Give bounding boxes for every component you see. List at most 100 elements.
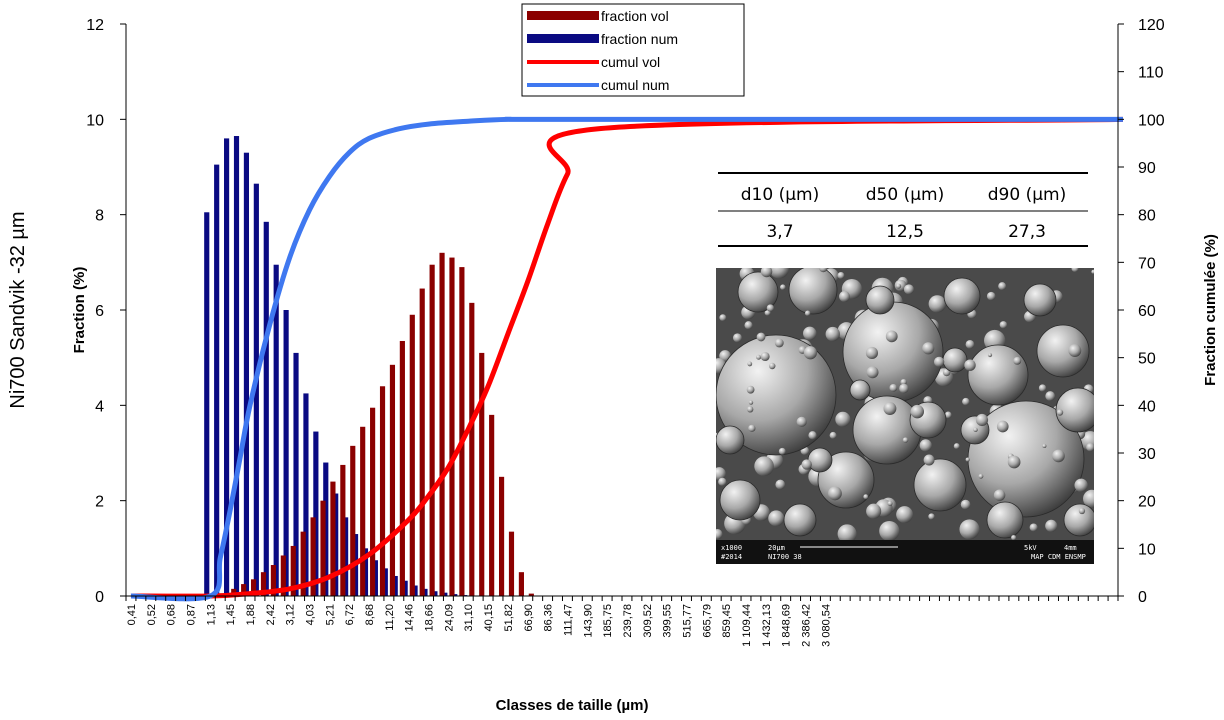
fraction-vol-bar [498, 476, 505, 596]
satellite-particle [719, 314, 727, 322]
satellite-particle [1052, 449, 1065, 463]
satellite-particle [718, 477, 727, 486]
large-particle [737, 271, 779, 313]
y-axis-title: Fraction (%) [71, 267, 88, 354]
satellite-particle [863, 494, 869, 500]
y2-tick-label: 110 [1138, 65, 1164, 82]
fraction-vol-bar [489, 414, 495, 596]
legend-label-fraction-vol: fraction vol [601, 8, 669, 24]
satellite-particle [964, 359, 976, 371]
large-particle [716, 425, 745, 455]
small-particle [928, 295, 946, 313]
satellite-particle [828, 486, 842, 501]
x-tick-label: 4,03 [305, 604, 317, 625]
fraction-vol-bar [340, 464, 346, 596]
fraction-num-bar [263, 221, 269, 597]
fraction-vol-bar [479, 352, 485, 596]
fraction-num-bar [442, 592, 448, 596]
y-tick-label: 4 [95, 398, 104, 415]
x-tick-label: 2 386,42 [801, 604, 813, 647]
satellite-particle [768, 362, 776, 370]
satellite-particle [1013, 356, 1022, 365]
cumul-vol-line [130, 116, 1124, 599]
satellite-particle [746, 406, 754, 413]
fraction-num-bar [333, 493, 339, 596]
satellite-particle [748, 424, 756, 432]
fraction-vol-bar [379, 386, 386, 596]
y-tick-label: 6 [95, 303, 104, 320]
y2-tick-label: 40 [1138, 398, 1156, 415]
sem-caption-lab: MAP CDM ENSMP [1031, 553, 1086, 561]
satellite-particle [866, 366, 879, 379]
x-tick-label: 86,36 [543, 604, 555, 632]
satellite-particle [1011, 535, 1017, 541]
fraction-vol-bar [389, 364, 396, 596]
satellite-particle [895, 283, 902, 289]
bars-layer [204, 136, 534, 597]
x-tick-label: 0,41 [126, 604, 138, 625]
legend-swatch-fraction-num [527, 34, 599, 43]
x-tick-label: 515,77 [681, 604, 693, 638]
x-tick-label: 51,82 [503, 604, 515, 632]
fraction-vol-bar [250, 579, 257, 596]
small-particle [1083, 489, 1094, 508]
fraction-vol-bar [300, 531, 306, 596]
y2-tick-label: 60 [1138, 303, 1156, 320]
x-tick-label: 1 432,13 [761, 604, 773, 647]
small-particle [837, 524, 857, 544]
lines-layer [130, 116, 1124, 602]
fraction-num-bar [323, 462, 329, 596]
small-particle [942, 368, 951, 377]
satellite-particle [766, 304, 775, 312]
fraction-vol-bar [459, 267, 465, 596]
fraction-num-bar [362, 548, 369, 596]
small-particle [754, 456, 774, 476]
table-value-d10: 3,7 [766, 222, 793, 242]
y-tick-label: 12 [86, 17, 104, 34]
satellite-particle [796, 416, 807, 427]
y2-tick-label: 90 [1138, 160, 1156, 177]
satellite-particle [883, 402, 897, 415]
fraction-vol-bar [409, 314, 415, 596]
small-particle [837, 271, 845, 279]
x-tick-label: 111,47 [562, 604, 574, 636]
y2-tick-label: 50 [1138, 351, 1156, 368]
table-value-d90: 27,3 [1008, 222, 1046, 242]
x-tick-label: 239,78 [622, 604, 634, 638]
fraction-vol-bar [439, 252, 445, 597]
x-tick-label: 8,68 [364, 604, 376, 625]
satellite-particle [887, 500, 893, 507]
satellite-particle [1074, 478, 1088, 492]
satellite-particle [933, 356, 945, 368]
small-particle [962, 397, 970, 406]
small-particle [1038, 384, 1047, 392]
fraction-num-bar [402, 580, 408, 596]
satellite-particle [953, 443, 960, 450]
y2-tick-label: 100 [1138, 112, 1165, 129]
fraction-vol-bar [469, 302, 475, 596]
sem-caption-wd: 4mm [1064, 544, 1077, 552]
small-particle [769, 268, 789, 279]
satellite-particle [973, 427, 978, 433]
large-particle [865, 285, 895, 315]
small-particle [1086, 442, 1094, 452]
large-particle [1063, 503, 1094, 537]
x-ticks: 0,41 0,52 0,68 0,87 1,13 1,45 1,88 2,42 3,12 4,03… [125, 596, 1119, 647]
fraction-vol-bar [528, 593, 534, 596]
satellite-particle [1056, 409, 1064, 416]
satellite-particle [774, 338, 784, 348]
small-particle [716, 467, 726, 481]
satellite-particle [1007, 455, 1021, 469]
large-particle [1036, 324, 1090, 378]
x-tick-label: 665,79 [701, 604, 713, 638]
satellite-particle [998, 282, 1007, 291]
sem-caption-kv: 5kV [1024, 544, 1037, 552]
satellite-particle [1091, 269, 1094, 274]
fraction-num-bar [283, 310, 289, 596]
satellite-particle [760, 268, 773, 278]
x-tick-label: 143,90 [582, 604, 594, 638]
large-particle [1023, 283, 1057, 317]
fraction-vol-bar [419, 288, 425, 596]
table-header-d90: d90 (µm) [988, 185, 1066, 205]
